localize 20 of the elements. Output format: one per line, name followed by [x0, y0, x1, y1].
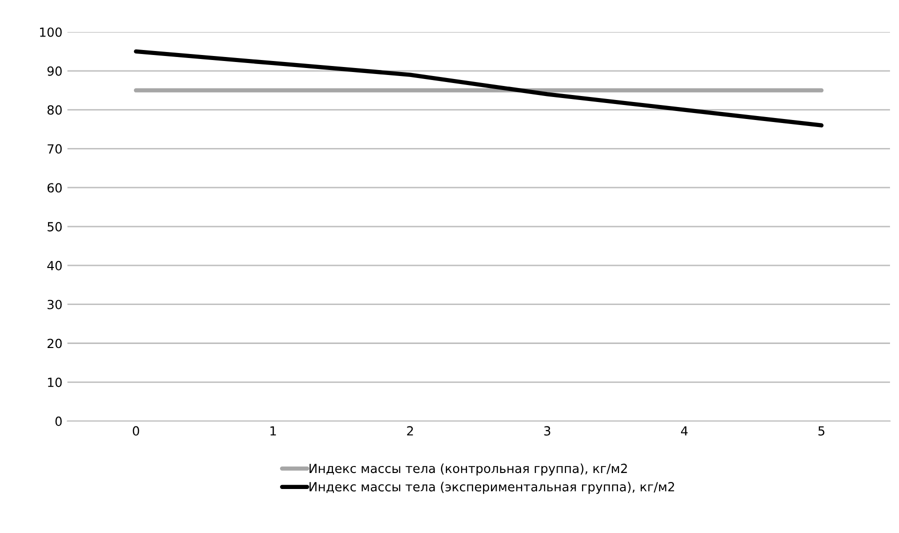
legend-label: Индекс массы тела (экспериментальная группа), кг/м2 [310, 482, 674, 494]
x-tick-label: 3 [544, 426, 550, 436]
x-tick-label: 5 [818, 426, 824, 436]
x-tick-label: 2 [407, 426, 413, 436]
line-series [134, 49, 824, 128]
y-tick-label: 50 [48, 222, 62, 232]
x-tick-label: 0 [132, 426, 140, 436]
y-tick-label: 90 [47, 66, 62, 76]
y-tick-label: 80 [48, 105, 62, 115]
y-tick-label: 0 [55, 416, 62, 426]
y-tick-label: 20 [48, 338, 62, 348]
x-tick-label: 4 [681, 426, 688, 436]
y-tick-label: 10 [48, 378, 62, 388]
y-tick-label: 60 [48, 183, 62, 193]
y-tick-label: 70 [48, 144, 62, 154]
y-tick-label: 100 [40, 27, 62, 37]
x-tick-label: 1 [270, 426, 276, 436]
y-tick-label: 40 [47, 260, 62, 270]
y-tick-label: 30 [48, 300, 62, 310]
legend-label: Индекс массы тела (контрольная группа), кг/м2 [310, 463, 627, 476]
